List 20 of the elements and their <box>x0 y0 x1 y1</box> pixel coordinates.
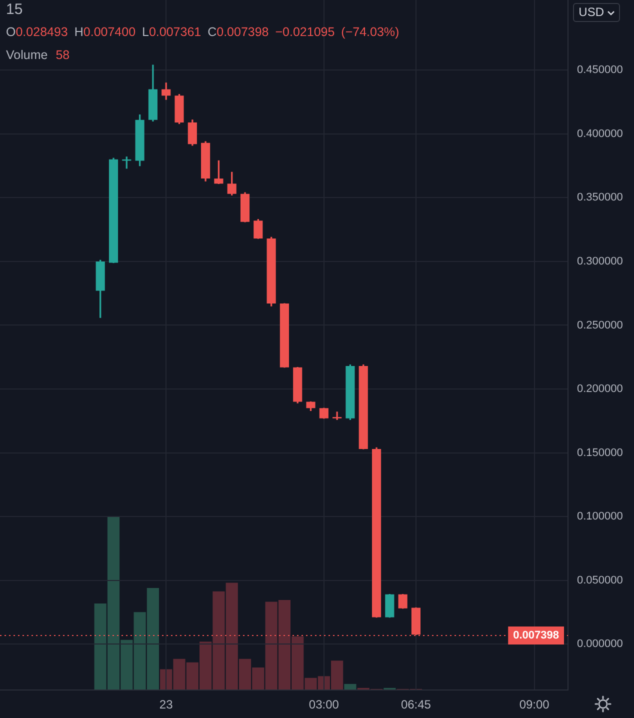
chart-title: Volume <box>6 48 48 62</box>
y-tick-label: 0.100000 <box>577 510 623 523</box>
y-tick-label: 0.400000 <box>577 128 623 140</box>
x-tick-label: 03:00 <box>308 698 340 712</box>
y-tick-label: 0.450000 <box>577 64 623 76</box>
y-tick-label: 0.350000 <box>577 192 623 204</box>
y-tick-label: 0.050000 <box>577 574 623 586</box>
x-tick-label: 23 <box>159 698 174 712</box>
ref-line-label: 0.007398 <box>513 630 560 642</box>
text: O0.028493 H0.007400 L0.007361 C0.007398 −0.021095 (−74.03%) <box>6 25 400 39</box>
x-tick-label: 06:45 <box>400 698 432 712</box>
y-tick-label: 0.300000 <box>577 255 623 268</box>
x-tick-label: 09:00 <box>519 698 550 712</box>
y-tick-label: 0.200000 <box>577 383 623 396</box>
y-tick-label: 0.150000 <box>577 446 623 459</box>
y-tick-label: 0.250000 <box>577 319 623 332</box>
y-axis-title: USD <box>578 4 604 21</box>
chart-title: 15 <box>6 1 23 18</box>
text: 58 <box>56 48 70 62</box>
y-tick-label: 0.000000 <box>577 638 623 650</box>
